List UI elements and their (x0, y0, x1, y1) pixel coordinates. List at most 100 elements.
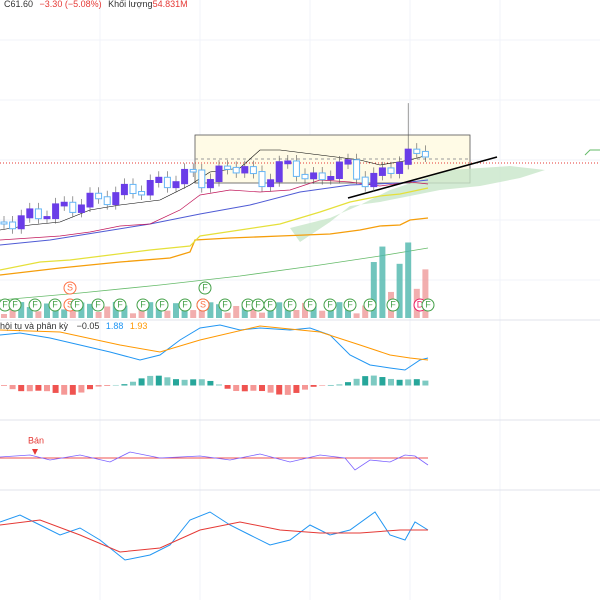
cloud-line (584, 149, 600, 156)
volume-bar (207, 302, 214, 318)
macd-bar (267, 385, 274, 393)
marker (323, 298, 337, 312)
candle (129, 183, 137, 195)
candle (52, 203, 60, 220)
volume-bar (95, 312, 102, 318)
candle (163, 176, 171, 189)
candle (60, 201, 68, 207)
change: −3.30 (−5.08%) (40, 0, 102, 9)
volume-bar (164, 310, 171, 318)
volume-bar (370, 262, 377, 318)
candle (120, 183, 128, 196)
volume-bar (26, 307, 33, 318)
candle (249, 166, 257, 175)
volume-bar (345, 304, 351, 318)
volume-bar (302, 302, 308, 318)
volume-bar (112, 302, 119, 318)
marker-label: F (245, 299, 251, 309)
trend-line (347, 156, 498, 199)
macd-bar (216, 384, 222, 386)
marker-label: S (200, 299, 206, 309)
volume-bar (396, 263, 403, 318)
macd-bar (18, 385, 25, 392)
macd-bar (130, 381, 136, 386)
sell-label: Bán (28, 435, 44, 445)
volume-bar (250, 306, 257, 318)
macd-bar (44, 385, 50, 392)
macd-bar (379, 377, 386, 386)
volume-bar (130, 313, 136, 318)
candle (215, 165, 223, 183)
macd-bar (250, 385, 257, 391)
volume-bar (198, 308, 205, 318)
macd-bar (327, 384, 334, 386)
volume-bar (362, 305, 369, 318)
candle (198, 169, 206, 189)
marker-label: F (2, 299, 8, 309)
marker-label: S (67, 299, 73, 309)
macd-bar (69, 385, 76, 395)
volume-bar (9, 305, 16, 318)
volume-bar (379, 246, 386, 318)
marker-label: D (417, 299, 424, 309)
macd-bar (413, 379, 420, 386)
marker-label: F (347, 299, 353, 309)
macd-bar (293, 385, 300, 393)
candle (189, 168, 197, 173)
candle (335, 161, 343, 179)
macd-bar (198, 379, 205, 386)
macd-bar (181, 379, 188, 386)
marker-label: F (327, 299, 333, 309)
candle (284, 160, 292, 165)
volume-bar (310, 303, 317, 318)
macd-bar (9, 385, 16, 390)
volume-bar (405, 242, 412, 318)
marker (421, 298, 435, 312)
marker (91, 298, 105, 312)
candle (34, 208, 42, 220)
marker (28, 298, 42, 312)
volume-bar (422, 269, 429, 318)
candle (138, 191, 146, 196)
macd-bar (155, 375, 162, 386)
marker-label: F (267, 299, 273, 309)
marker-label: F (367, 299, 373, 309)
macd-bar (138, 378, 145, 386)
marker-label: F (12, 299, 18, 309)
candle (387, 167, 395, 174)
macd-bar (362, 376, 369, 386)
ma-orange (0, 217, 429, 276)
marker-label: F (202, 282, 208, 292)
candle (77, 204, 85, 213)
marker (218, 298, 232, 312)
osc-signal (0, 519, 428, 553)
macd-bar (173, 379, 179, 386)
signal-line (0, 451, 429, 471)
sell-arrow (32, 449, 38, 455)
marker (303, 298, 317, 312)
candle (224, 165, 232, 170)
volume-bar (190, 310, 197, 318)
macd-bar (26, 385, 33, 392)
marker-label: F (159, 299, 165, 309)
macd-line (0, 324, 429, 371)
marker (136, 298, 150, 312)
volume-bar (78, 302, 85, 318)
macd-bar (95, 385, 102, 387)
macd-bar (388, 378, 394, 386)
volume-bar (293, 310, 300, 318)
volume-bar (224, 312, 231, 318)
volume-bar (87, 303, 93, 318)
marker-label: F (222, 299, 228, 309)
candle (258, 171, 266, 188)
macd-val: 1.88 (106, 321, 124, 331)
marker (70, 298, 84, 312)
macd-bar (112, 384, 119, 386)
marker (198, 281, 212, 295)
macd-bar (1, 385, 7, 386)
candle (112, 192, 120, 206)
macd-bar (276, 385, 283, 395)
volume-bar (155, 307, 162, 318)
macd-bar (121, 384, 128, 386)
header: C61.60 −3.30 (−5.08%) Khối lượng54.831M (4, 0, 188, 9)
